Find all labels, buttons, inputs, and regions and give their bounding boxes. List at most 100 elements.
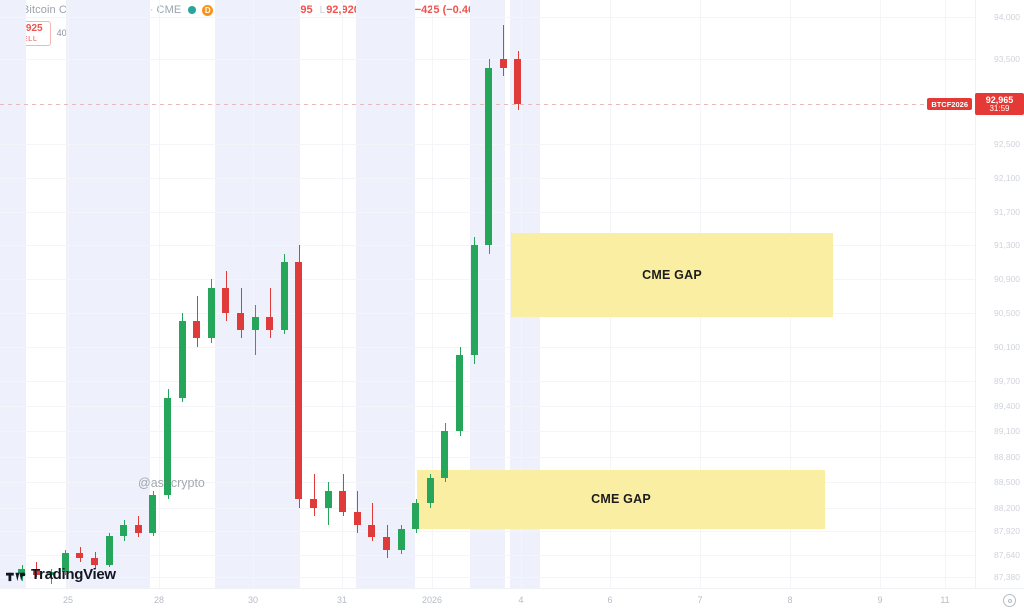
candle-body: [310, 499, 317, 508]
gridline-horizontal: [0, 313, 975, 314]
price-axis[interactable]: 94,000 93,500 92,500 92,100 91,700 91,300 90,9…: [975, 0, 1024, 588]
watermark-text: @ashcrypto: [138, 476, 205, 490]
gridline-vertical: [253, 0, 254, 588]
candle-body: [135, 524, 142, 533]
price-axis-label: 91,300: [994, 240, 1020, 251]
separator-dot-2: ·: [149, 4, 154, 16]
price-axis-label: 94,000: [994, 11, 1020, 22]
session-band: [66, 0, 150, 588]
bar-countdown: 31:59: [989, 103, 1010, 113]
candle-body: [76, 553, 83, 559]
cme-gap-box[interactable]: CME GAP: [417, 469, 825, 529]
price-axis-label: 90,900: [994, 274, 1020, 285]
candle-wick: [51, 569, 52, 584]
sell-price: 92,925: [12, 23, 43, 34]
cme-gap-box[interactable]: CME GAP: [511, 232, 833, 318]
gridline-vertical: [342, 0, 343, 588]
price-axis-label: 89,400: [994, 401, 1020, 412]
candle-body: [368, 524, 375, 538]
time-axis-label: 7: [697, 595, 703, 605]
candle-body: [179, 321, 186, 398]
candle-body: [266, 317, 273, 330]
candle-body: [193, 321, 200, 339]
gridline-vertical: [159, 0, 160, 588]
candle-wick: [372, 503, 373, 542]
candle-body: [383, 537, 390, 550]
current-price-badge: 92,965 31:59: [975, 93, 1024, 116]
time-axis-label: 6: [607, 595, 613, 605]
candle-body: [33, 568, 40, 576]
exchange-label[interactable]: CME: [156, 4, 182, 16]
price-axis-label: 90,500: [994, 308, 1020, 319]
candle-body: [354, 511, 361, 525]
time-axis[interactable]: 25 28 30 31 2026 4 6 7 8 9 11: [0, 588, 1024, 612]
candle-body: [164, 397, 171, 495]
candle-wick: [314, 473, 315, 517]
candle-body: [149, 494, 156, 533]
time-axis-label: 30: [247, 595, 259, 605]
price-axis-label: 92,100: [994, 172, 1020, 183]
time-axis-label: 31: [336, 595, 348, 605]
price-axis-label: 88,800: [994, 451, 1020, 462]
price-axis-label: 91,700: [994, 206, 1020, 217]
time-axis-label: 9: [877, 595, 883, 605]
candle-body: [295, 262, 302, 500]
tradingview-wordmark: TradingView: [31, 566, 116, 583]
price-axis-label: 87,380: [994, 572, 1020, 582]
gridline-horizontal: [0, 279, 975, 280]
candle-body: [62, 553, 69, 572]
tradingview-mark-icon: [6, 572, 26, 581]
time-axis-label: 8: [787, 595, 793, 605]
gridline-vertical: [432, 0, 433, 588]
clock-icon-inner: [1007, 598, 1012, 603]
candle-body: [208, 287, 215, 339]
time-axis-label: 28: [153, 595, 165, 605]
candle-body: [106, 536, 113, 566]
time-axis-label: 4: [518, 595, 524, 605]
candle-wick: [270, 287, 271, 339]
candle-body: [120, 524, 127, 537]
candle-wick: [503, 25, 504, 77]
price-axis-label: 88,500: [994, 477, 1020, 488]
session-band: [0, 0, 26, 588]
gridline-horizontal: [0, 381, 975, 382]
candle-body: [91, 558, 98, 566]
candle-body: [47, 571, 54, 576]
candlestick-plot[interactable]: CME GAP CME GAP: [0, 0, 975, 588]
time-axis-label: 2026: [421, 595, 443, 605]
price-axis-label: 87,920: [994, 526, 1020, 537]
candle-body: [325, 490, 332, 508]
gridline-horizontal: [0, 245, 975, 246]
price-axis-label: 87,640: [994, 550, 1020, 560]
price-axis-label: 88,200: [994, 502, 1020, 513]
market-status-icon: [188, 6, 197, 14]
chart-pane[interactable]: CME GAP CME GAP @ashcrypto TradingView: [0, 0, 975, 588]
spread-value: 40: [56, 28, 67, 39]
candle-body: [471, 245, 478, 356]
candle-body: [398, 528, 405, 550]
candle-body: [456, 355, 463, 432]
cme-gap-label: CME GAP: [642, 267, 702, 282]
low-label: L: [319, 5, 326, 16]
symbol-price-badge: BTCF2026: [927, 98, 972, 111]
candle-wick: [241, 287, 242, 339]
gridline-horizontal: [0, 531, 975, 532]
price-axis-label: 89,700: [994, 375, 1020, 386]
price-axis-label: 90,100: [994, 341, 1020, 352]
gridline-horizontal: [0, 59, 975, 60]
candle-body: [514, 59, 521, 105]
data-source-badge[interactable]: D: [202, 4, 214, 16]
candle-body: [222, 287, 229, 314]
candle-body: [485, 67, 492, 246]
candle-body: [412, 503, 419, 529]
candle-body: [18, 568, 25, 573]
gridline-vertical: [880, 0, 881, 588]
clock-settings-icon[interactable]: [1003, 594, 1016, 607]
candle-body: [427, 478, 434, 504]
gridline-horizontal: [0, 431, 975, 432]
gridline-vertical: [945, 0, 946, 588]
candle-body: [237, 313, 244, 330]
gridline-horizontal: [0, 555, 975, 556]
cme-gap-label: CME GAP: [591, 492, 651, 507]
